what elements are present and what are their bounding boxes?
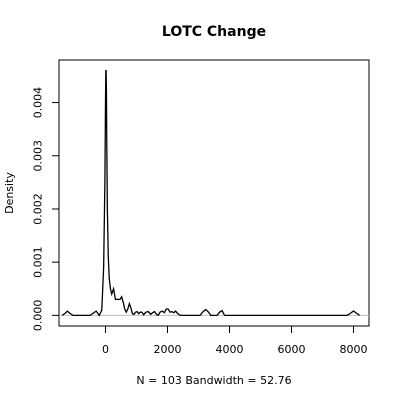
x-tick-label: 0 — [102, 343, 109, 356]
y-tick-label: 0.000 — [32, 300, 45, 332]
x-tick-label: 2000 — [154, 343, 182, 356]
x-axis: 0 2000 4000 6000 8000 — [102, 325, 368, 356]
y-tick-label: 0.003 — [32, 140, 45, 172]
x-tick-label: 4000 — [216, 343, 244, 356]
y-tick-label: 0.002 — [32, 193, 45, 225]
x-axis-label: N = 103 Bandwidth = 52.76 — [136, 374, 291, 387]
x-tick-label: 8000 — [340, 343, 368, 356]
y-tick-label: 0.001 — [32, 246, 45, 278]
x-tick-label: 6000 — [278, 343, 306, 356]
chart-title: LOTC Change — [162, 24, 266, 40]
y-axis-label: Density — [3, 172, 16, 214]
y-tick-label: 0.004 — [32, 87, 45, 119]
y-axis: 0.000 0.001 0.002 0.003 0.004 — [32, 87, 60, 331]
density-curve — [61, 69, 361, 317]
